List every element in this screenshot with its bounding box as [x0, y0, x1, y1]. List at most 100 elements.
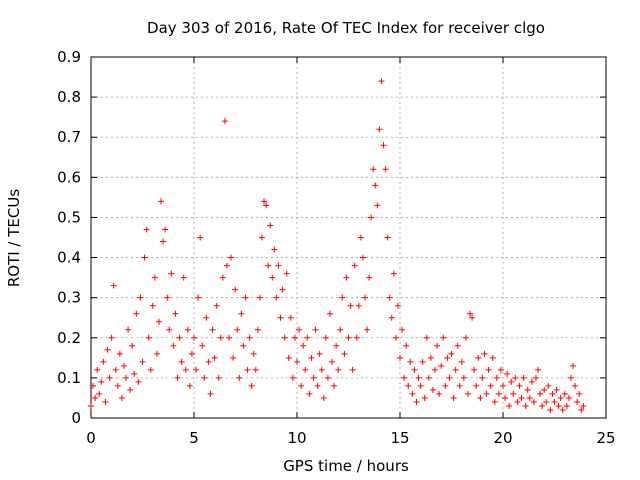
- chart-title: Day 303 of 2016, Rate Of TEC Index for r…: [147, 19, 545, 37]
- data-point: [504, 370, 511, 377]
- data-points: [88, 78, 587, 413]
- data-point: [380, 142, 387, 149]
- data-point: [372, 182, 379, 189]
- y-axis-label: ROTI / TECUs: [5, 189, 23, 287]
- x-axis-label: GPS time / hours: [283, 457, 409, 475]
- data-point: [217, 334, 224, 341]
- data-point: [347, 302, 354, 309]
- data-point: [458, 358, 465, 365]
- y-tick-label: 0.9: [57, 48, 81, 66]
- data-point: [497, 366, 504, 373]
- data-point: [141, 254, 148, 261]
- data-point: [137, 294, 144, 301]
- data-point: [250, 350, 257, 357]
- data-point: [265, 262, 272, 269]
- data-point: [147, 366, 154, 373]
- x-tick-label: 10: [287, 429, 306, 447]
- data-point: [526, 394, 533, 401]
- data-point: [413, 398, 420, 405]
- data-point: [355, 302, 362, 309]
- x-tick-label: 20: [493, 429, 512, 447]
- data-point: [188, 350, 195, 357]
- data-point: [298, 382, 305, 389]
- data-point: [294, 358, 300, 365]
- data-point: [267, 222, 274, 229]
- data-point: [357, 234, 364, 241]
- data-point: [195, 294, 202, 301]
- data-point: [565, 394, 572, 401]
- data-point: [256, 294, 263, 301]
- data-point: [246, 334, 253, 341]
- data-point: [353, 334, 360, 341]
- data-point: [370, 166, 377, 173]
- y-tick-label: 0.5: [57, 208, 81, 226]
- data-point: [528, 378, 535, 385]
- data-point: [473, 382, 480, 389]
- y-tick-label: 0.8: [57, 88, 81, 106]
- plot-frame: [90, 56, 607, 419]
- data-point: [193, 366, 200, 373]
- data-point: [559, 406, 566, 413]
- data-point: [392, 334, 399, 341]
- data-point: [405, 382, 412, 389]
- data-point: [427, 354, 434, 361]
- data-point: [106, 374, 113, 381]
- data-point: [407, 358, 414, 365]
- data-point: [394, 302, 401, 309]
- data-point: [510, 390, 517, 397]
- data-point: [244, 366, 251, 373]
- data-point: [384, 234, 391, 241]
- data-point: [261, 198, 268, 205]
- data-point: [409, 390, 416, 397]
- data-point: [129, 342, 136, 349]
- data-point: [469, 314, 476, 321]
- data-point: [518, 394, 525, 401]
- data-point: [112, 366, 119, 373]
- data-point: [312, 326, 319, 333]
- data-point: [186, 382, 193, 389]
- data-point: [475, 354, 482, 361]
- data-point: [438, 362, 445, 369]
- data-point: [506, 402, 513, 409]
- data-point: [248, 382, 255, 389]
- data-point: [160, 238, 167, 245]
- data-point: [454, 342, 461, 349]
- data-point: [178, 358, 185, 365]
- data-point: [359, 254, 366, 261]
- data-point: [283, 270, 290, 277]
- data-point: [417, 382, 424, 389]
- x-tick-label: 0: [86, 429, 96, 447]
- data-point: [110, 282, 117, 289]
- data-point: [374, 202, 381, 209]
- data-point: [135, 378, 142, 385]
- data-point: [343, 274, 350, 281]
- data-point: [203, 314, 210, 321]
- x-tick-label: 15: [390, 429, 409, 447]
- data-point: [209, 326, 216, 333]
- data-point: [324, 374, 331, 381]
- data-point: [448, 350, 455, 357]
- data-point: [158, 198, 165, 205]
- data-point: [205, 358, 212, 365]
- data-point: [520, 374, 527, 381]
- data-point: [514, 398, 521, 405]
- data-point: [411, 366, 418, 373]
- data-point: [561, 390, 568, 397]
- data-point: [234, 326, 241, 333]
- data-point: [390, 270, 397, 277]
- data-point: [300, 342, 307, 349]
- data-point: [491, 398, 498, 405]
- data-point: [333, 342, 340, 349]
- data-point: [320, 394, 327, 401]
- data-point: [182, 366, 189, 373]
- data-point: [236, 374, 243, 381]
- data-point: [364, 326, 371, 333]
- data-point: [502, 394, 509, 401]
- data-point: [88, 402, 94, 409]
- data-point: [326, 310, 333, 317]
- data-point: [541, 386, 548, 393]
- data-point: [170, 342, 177, 349]
- data-point: [477, 394, 484, 401]
- data-point: [197, 234, 204, 241]
- data-point: [545, 382, 552, 389]
